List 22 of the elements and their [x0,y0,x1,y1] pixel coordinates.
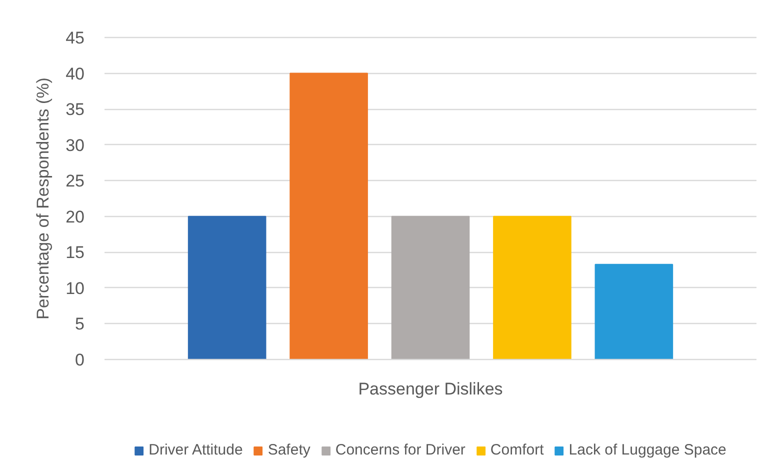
legend-label: Comfort [490,442,544,458]
legend-label: Safety [268,442,310,458]
y-tick-label: 15 [66,243,85,262]
y-tick-label: 35 [66,100,85,120]
y-tick-label: 25 [66,172,85,191]
bar [493,216,572,360]
legend-label: Lack of Luggage Space [568,442,726,458]
y-tick-label: 20 [66,207,85,226]
y-tick-label: 0 [75,350,85,370]
x-tick-label: Passenger Dislikes [358,380,503,398]
y-tick-label: 45 [66,28,85,48]
y-tick-label: 10 [66,278,85,298]
legend-label: Driver Attitude [148,442,243,458]
y-tick-label: 30 [66,136,85,155]
legend-label: Concerns for Driver [335,442,466,458]
y-axis-title: Percentage of Respondents (%) [34,78,53,320]
bar [188,216,266,360]
bar [594,264,674,360]
bar [290,72,368,360]
y-tick-label: 5 [75,314,85,334]
bar [391,216,470,360]
y-tick-label: 40 [66,64,85,84]
